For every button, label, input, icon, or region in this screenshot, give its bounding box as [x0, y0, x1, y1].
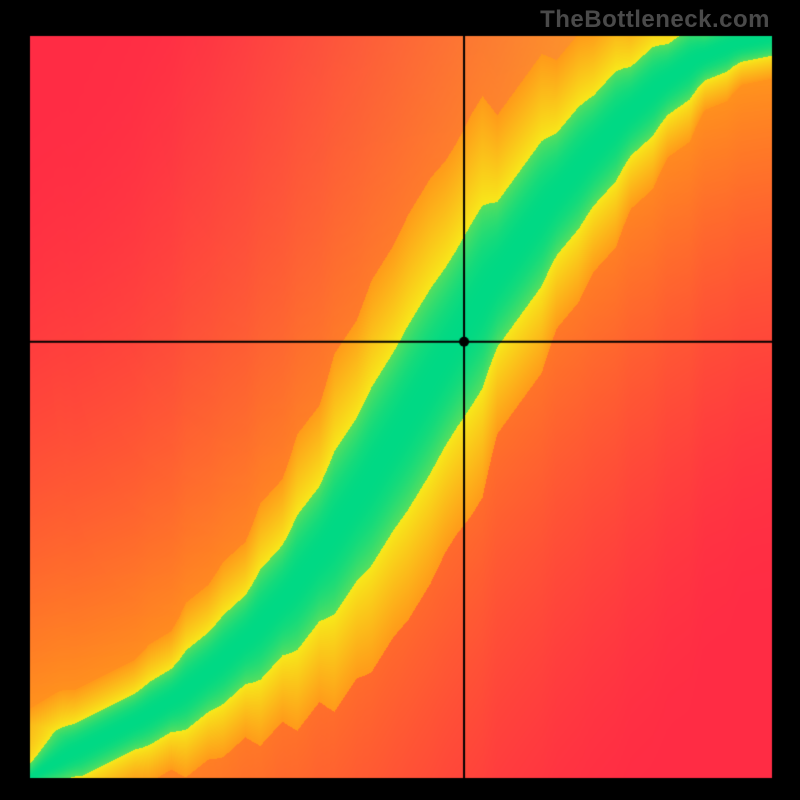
watermark-text: TheBottleneck.com	[540, 6, 770, 34]
bottleneck-heatmap	[0, 0, 800, 800]
